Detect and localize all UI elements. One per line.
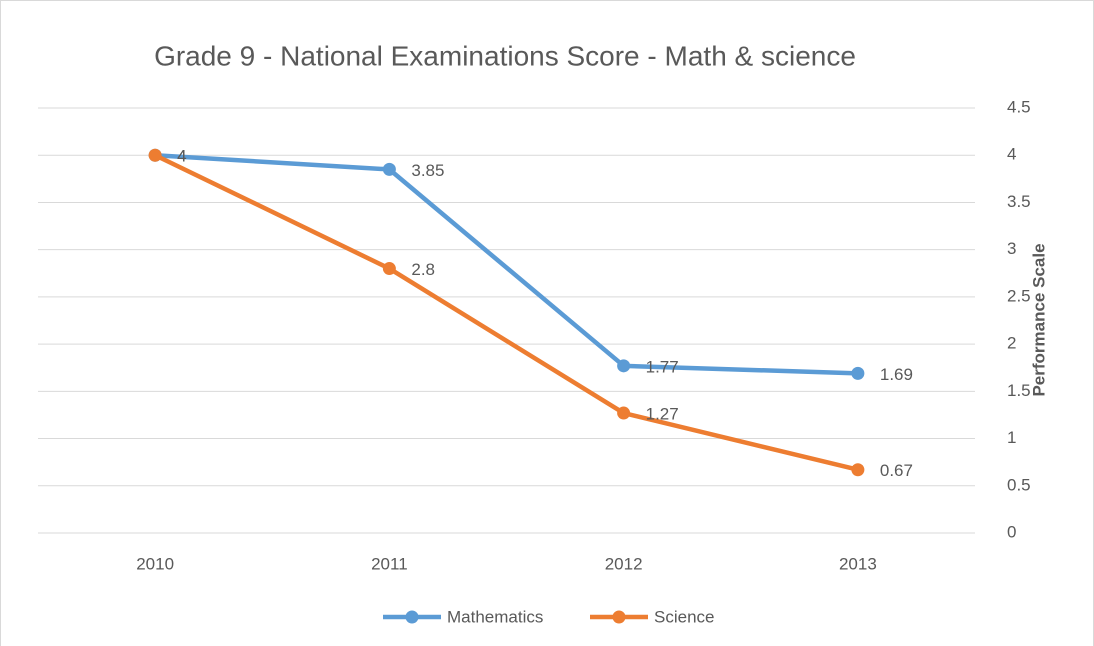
x-tick-label: 2012 <box>605 554 643 573</box>
chart-title: Grade 9 - National Examinations Score - … <box>154 40 856 71</box>
y-tick-label: 4 <box>1007 145 1016 164</box>
y-tick-label: 1 <box>1007 428 1016 447</box>
data-point <box>851 366 865 380</box>
y-tick-label: 0.5 <box>1007 475 1031 494</box>
data-label: 4 <box>177 147 186 166</box>
data-point <box>617 359 631 373</box>
data-label: 4 <box>177 147 186 166</box>
y-tick-label: 1.5 <box>1007 381 1031 400</box>
x-tick-label: 2010 <box>136 554 174 573</box>
data-label: 1.69 <box>880 365 913 384</box>
y-tick-label: 0 <box>1007 522 1016 541</box>
data-label: 2.8 <box>411 260 435 279</box>
y-tick-label: 2.5 <box>1007 286 1031 305</box>
data-point <box>617 406 631 420</box>
data-point <box>382 262 396 276</box>
y-tick-label: 3 <box>1007 239 1016 258</box>
legend-marker <box>612 610 626 624</box>
series-line <box>154 153 859 472</box>
x-tick-label: 2011 <box>371 554 408 573</box>
y-tick-label: 3.5 <box>1007 192 1031 211</box>
y-tick-label: 4.5 <box>1007 97 1031 116</box>
legend-label: Science <box>654 607 714 626</box>
data-label: 3.85 <box>411 161 444 180</box>
data-label: 1.27 <box>646 405 679 424</box>
data-point <box>851 463 865 477</box>
legend-label: Mathematics <box>447 607 543 626</box>
y-tick-label: 2 <box>1007 334 1016 353</box>
y-axis-title: Performance Scale <box>1029 243 1048 396</box>
data-point <box>382 162 396 176</box>
data-point <box>148 148 162 162</box>
data-label: 0.67 <box>880 461 913 480</box>
x-tick-label: 2013 <box>839 554 877 573</box>
series-line <box>154 152 858 376</box>
legend-marker <box>405 610 419 624</box>
data-label: 1.77 <box>646 357 679 376</box>
